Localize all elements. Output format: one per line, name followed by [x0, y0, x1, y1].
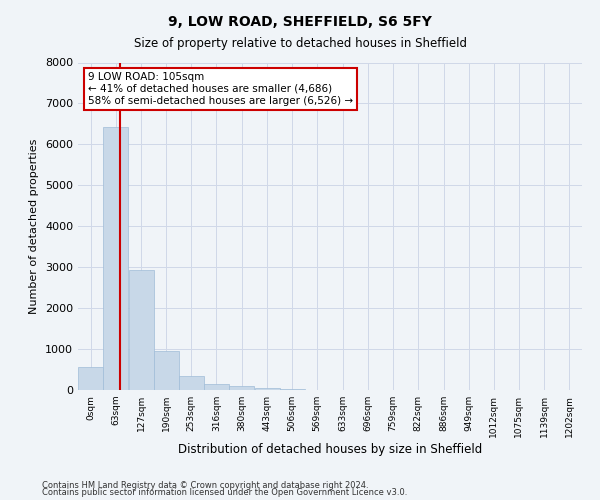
Text: Contains public sector information licensed under the Open Government Licence v3: Contains public sector information licen… — [42, 488, 407, 497]
X-axis label: Distribution of detached houses by size in Sheffield: Distribution of detached houses by size … — [178, 442, 482, 456]
Bar — [280, 389, 305, 390]
Bar — [179, 376, 204, 390]
Bar — [229, 386, 254, 390]
Text: 9 LOW ROAD: 105sqm
← 41% of detached houses are smaller (4,686)
58% of semi-deta: 9 LOW ROAD: 105sqm ← 41% of detached hou… — [88, 72, 353, 106]
Bar — [128, 270, 154, 390]
Bar — [103, 127, 128, 390]
Bar — [154, 350, 179, 390]
Bar — [78, 368, 103, 390]
Bar — [254, 388, 280, 390]
Text: Contains HM Land Registry data © Crown copyright and database right 2024.: Contains HM Land Registry data © Crown c… — [42, 480, 368, 490]
Text: Size of property relative to detached houses in Sheffield: Size of property relative to detached ho… — [133, 38, 467, 51]
Y-axis label: Number of detached properties: Number of detached properties — [29, 138, 40, 314]
Bar — [204, 384, 229, 390]
Text: 9, LOW ROAD, SHEFFIELD, S6 5FY: 9, LOW ROAD, SHEFFIELD, S6 5FY — [168, 15, 432, 29]
